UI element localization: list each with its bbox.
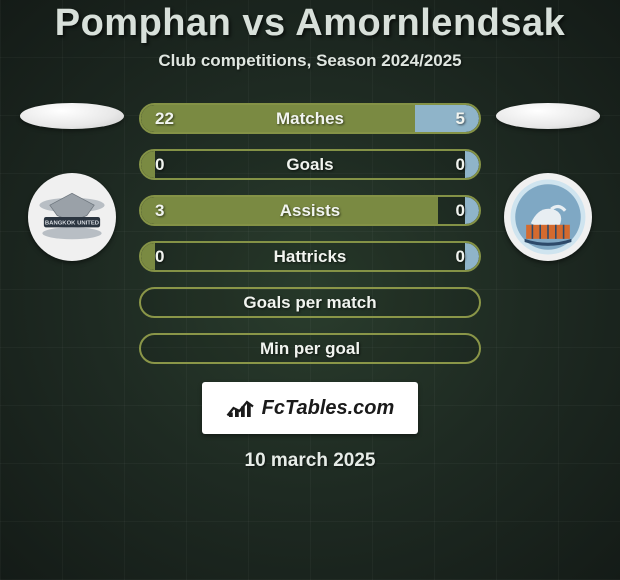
stat-label: Hattricks <box>191 247 429 267</box>
date-text: 10 march 2025 <box>245 450 376 472</box>
brand-footer[interactable]: FcTables.com <box>202 382 418 434</box>
stat-value-right: 0 <box>429 201 479 221</box>
stat-bar: 0Hattricks0 <box>139 241 481 272</box>
stats-column: 22Matches50Goals03Assists00Hattricks0Goa… <box>139 103 481 364</box>
port-fc-crest-icon <box>509 178 587 256</box>
stat-bar: Goals per match <box>139 287 481 318</box>
page-title: Pomphan vs Amornlendsak <box>55 2 566 45</box>
club-badge-left: BANGKOK UNITED <box>28 173 116 261</box>
player-left-placeholder <box>20 103 124 129</box>
stat-label: Goals per match <box>191 293 429 313</box>
content-wrap: Pomphan vs Amornlendsak Club competition… <box>0 0 620 580</box>
stat-bar: 0Goals0 <box>139 149 481 180</box>
fctables-logo-icon <box>226 397 256 419</box>
stat-value-right: 5 <box>429 109 479 129</box>
main-row: BANGKOK UNITED 22Matches50Goals03Assists… <box>0 103 620 364</box>
stat-bar: 3Assists0 <box>139 195 481 226</box>
left-player-col: BANGKOK UNITED <box>17 103 127 261</box>
stat-value-left: 0 <box>141 155 191 175</box>
page-subtitle: Club competitions, Season 2024/2025 <box>158 51 461 71</box>
bangkok-united-crest-icon: BANGKOK UNITED <box>35 187 109 247</box>
stat-label: Min per goal <box>191 339 429 359</box>
stat-value-left: 3 <box>141 201 191 221</box>
stat-label: Goals <box>191 155 429 175</box>
svg-text:BANGKOK UNITED: BANGKOK UNITED <box>45 220 100 226</box>
right-player-col <box>493 103 603 261</box>
stat-bar: Min per goal <box>139 333 481 364</box>
stat-bar: 22Matches5 <box>139 103 481 134</box>
stat-value-left: 22 <box>141 109 191 129</box>
club-badge-right <box>504 173 592 261</box>
stat-label: Matches <box>191 109 429 129</box>
player-right-placeholder <box>496 103 600 129</box>
stat-value-left: 0 <box>141 247 191 267</box>
brand-text: FcTables.com <box>262 397 395 420</box>
stat-value-right: 0 <box>429 155 479 175</box>
stat-value-right: 0 <box>429 247 479 267</box>
stat-label: Assists <box>191 201 429 221</box>
